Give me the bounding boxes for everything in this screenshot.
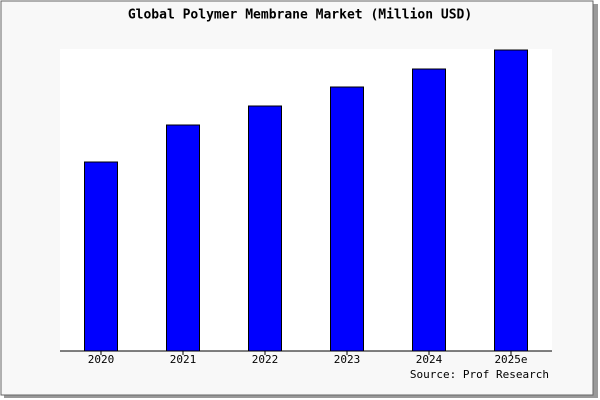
- source-note: Source: Prof Research: [410, 368, 549, 381]
- chart-title: Global Polymer Membrane Market (Million …: [128, 8, 472, 23]
- bar: [412, 68, 446, 352]
- plot-area: [60, 49, 552, 351]
- x-tick-label: 2023: [334, 353, 361, 366]
- x-tick-label: 2020: [88, 353, 115, 366]
- bar: [166, 124, 200, 352]
- bar: [330, 86, 364, 352]
- x-tick-label: 2021: [170, 353, 197, 366]
- bar: [84, 161, 118, 352]
- x-tick-label: 2024: [416, 353, 443, 366]
- bar: [248, 105, 282, 352]
- x-tick-label: 2025e: [494, 353, 527, 366]
- bar: [494, 49, 528, 352]
- x-tick-label: 2022: [252, 353, 279, 366]
